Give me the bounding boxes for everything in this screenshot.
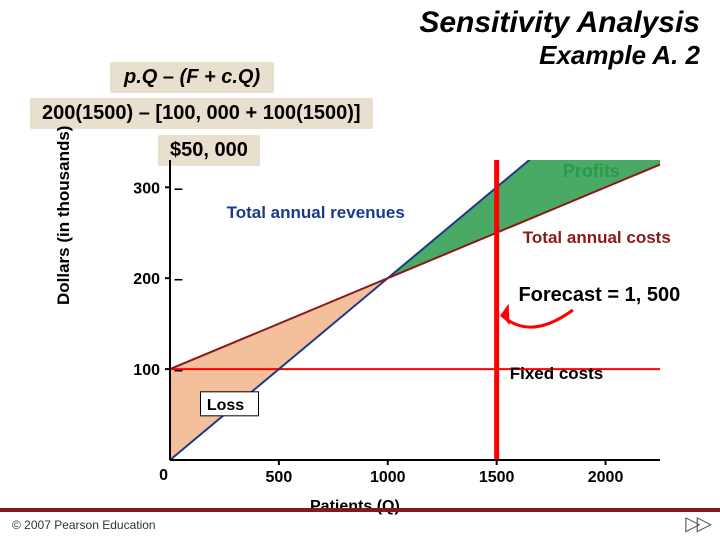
svg-text:–: –: [174, 180, 183, 197]
costs-label: Total annual costs: [523, 228, 671, 248]
next-arrow-icon[interactable]: ▷▷: [685, 511, 708, 536]
revenues-label: Total annual revenues: [227, 203, 405, 223]
svg-text:300: 300: [133, 180, 160, 197]
svg-text:100: 100: [133, 362, 160, 379]
svg-text:500: 500: [266, 469, 293, 486]
loss-label: Loss: [205, 397, 246, 415]
formula-box: p.Q – (F + c.Q): [110, 62, 274, 93]
x-axis-label: Patients (Q): [310, 498, 400, 516]
fixed-label: Fixed costs: [510, 364, 604, 384]
footer-divider: [0, 508, 720, 512]
svg-text:–: –: [174, 271, 183, 288]
svg-text:–: –: [174, 362, 183, 379]
copyright: © 2007 Pearson Education: [12, 518, 156, 532]
forecast-label: Forecast = 1, 500: [518, 284, 680, 307]
page-subtitle: Example A. 2: [419, 40, 700, 71]
svg-text:200: 200: [133, 271, 160, 288]
svg-text:0: 0: [159, 467, 168, 484]
svg-text:1000: 1000: [370, 469, 406, 486]
svg-text:1500: 1500: [479, 469, 515, 486]
page-title: Sensitivity Analysis: [419, 6, 700, 40]
profits-label: Profits: [563, 161, 620, 182]
calculation-box: 200(1500) – [100, 000 + 100(1500)]: [30, 98, 373, 129]
svg-text:2000: 2000: [588, 469, 624, 486]
